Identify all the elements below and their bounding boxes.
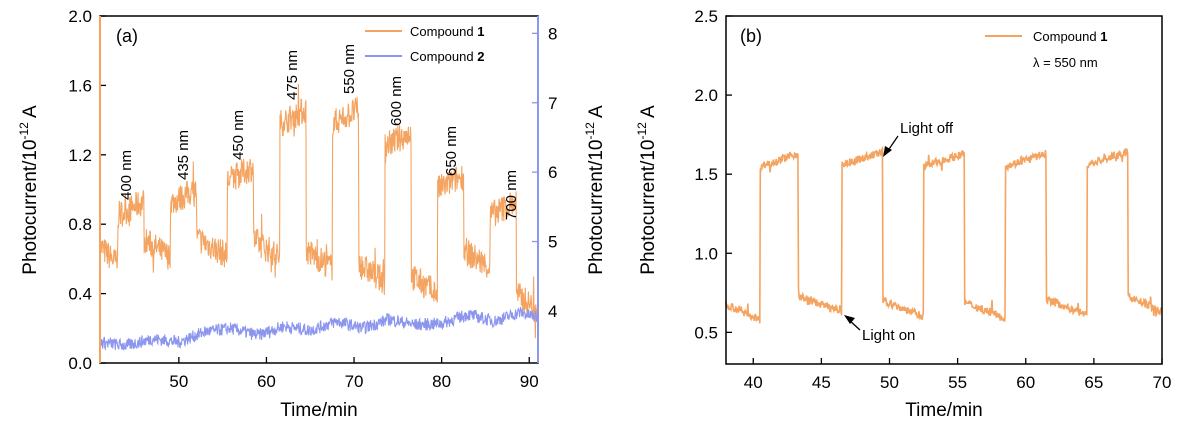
wavelength-label-600: 600 nm [388, 76, 405, 126]
x-tick-label: 60 [1016, 373, 1035, 392]
x-tick-label: 55 [948, 373, 967, 392]
annotation-light-on: Light on [844, 315, 915, 344]
y-tick-label: 1.2 [68, 146, 92, 165]
right-y-tick-label: 5 [548, 233, 557, 252]
wavelength-label-400: 400 nm [118, 150, 135, 200]
right-y-tick-label: 4 [548, 302, 557, 321]
y-tick-label: 2.0 [68, 7, 92, 26]
series-line-compound-1 [99, 83, 539, 339]
panel-a-chart: 50 60 70 80 90 0.0 0.4 0.8 1.2 1.6 2.0 4 5 6 7 8 (a) 40… [17, 7, 607, 421]
y-tick-label: 2.0 [694, 86, 718, 105]
light-on-label: Light on [862, 327, 915, 344]
y-tick-label: 0.0 [68, 354, 92, 373]
series-line-compound-2 [99, 306, 539, 351]
x-tick-label: 45 [812, 373, 831, 392]
panel-b-label: (b) [740, 26, 762, 46]
panel-b-ticks: 40 45 50 55 60 65 70 0.5 1.0 1.5 2.0 2.5 [694, 7, 1171, 392]
x-tick-label: 50 [880, 373, 899, 392]
x-tick-label: 65 [1084, 373, 1103, 392]
y-tick-label: 1.0 [694, 244, 718, 263]
y-tick-label: 0.5 [694, 323, 718, 342]
right-y-tick-label: 7 [548, 94, 557, 113]
legend-entry-compound-2: Compound 2 [410, 49, 484, 64]
y-tick-label: 0.4 [68, 285, 92, 304]
wavelength-label-435: 435 nm [175, 130, 192, 180]
x-tick-label: 40 [744, 373, 763, 392]
right-y-tick-label: 6 [548, 163, 557, 182]
series-line-compound-1-b [725, 145, 1163, 324]
x-tick-label: 70 [1153, 373, 1172, 392]
light-off-arrowhead [883, 146, 892, 157]
panel-b-chart: 40 45 50 55 60 65 70 0.5 1.0 1.5 2.0 2.5 (b) Compou… [635, 7, 1171, 421]
x-tick-label: 90 [520, 372, 539, 391]
legend-entry-compound-1-b: Compound 1 [1033, 29, 1107, 44]
light-on-arrowhead [844, 315, 855, 324]
wavelength-label-450: 450 nm [230, 110, 247, 160]
panel-a-legend: Compound 1 Compound 2 [365, 24, 484, 64]
panel-b-legend: Compound 1 λ = 550 nm [985, 29, 1107, 70]
x-tick-label: 50 [169, 372, 188, 391]
panel-a-right-axis-title: Photocurrent/10-12 A [583, 105, 607, 275]
panel-a-series [99, 83, 539, 351]
right-y-tick-label: 8 [548, 24, 557, 43]
light-off-label: Light off [900, 120, 954, 137]
legend-entry-compound-1: Compound 1 [410, 24, 484, 39]
y-tick-label: 2.5 [694, 7, 718, 26]
panel-b-y-axis-title: Photocurrent/10-12 A [635, 105, 659, 275]
y-tick-label: 0.8 [68, 215, 92, 234]
panel-a-ticks: 50 60 70 80 90 0.0 0.4 0.8 1.2 1.6 2.0 4 5 6 7 8 [68, 7, 557, 391]
panel-a-plot-frame [99, 15, 539, 364]
legend-wavelength: λ = 550 nm [1033, 55, 1098, 70]
wavelength-label-650: 650 nm [443, 126, 460, 176]
annotation-light-off: Light off [883, 120, 954, 157]
wavelength-label-475: 475 nm [284, 50, 301, 100]
panel-b-plot-frame [725, 15, 1163, 365]
panel-a-label: (a) [116, 26, 138, 46]
x-tick-label: 70 [345, 372, 364, 391]
panel-a-left-axis-title: Photocurrent/10-12 A [17, 105, 41, 275]
y-tick-label: 1.6 [68, 76, 92, 95]
panel-a-x-axis-title: Time/min [280, 400, 357, 421]
y-tick-label: 1.5 [694, 165, 718, 184]
wavelength-label-700: 700 nm [503, 170, 520, 220]
x-tick-label: 80 [432, 372, 451, 391]
panel-b-series [725, 145, 1163, 324]
wavelength-label-550: 550 nm [341, 44, 358, 94]
panel-b-x-axis-title: Time/min [905, 400, 982, 421]
x-tick-label: 60 [257, 372, 276, 391]
